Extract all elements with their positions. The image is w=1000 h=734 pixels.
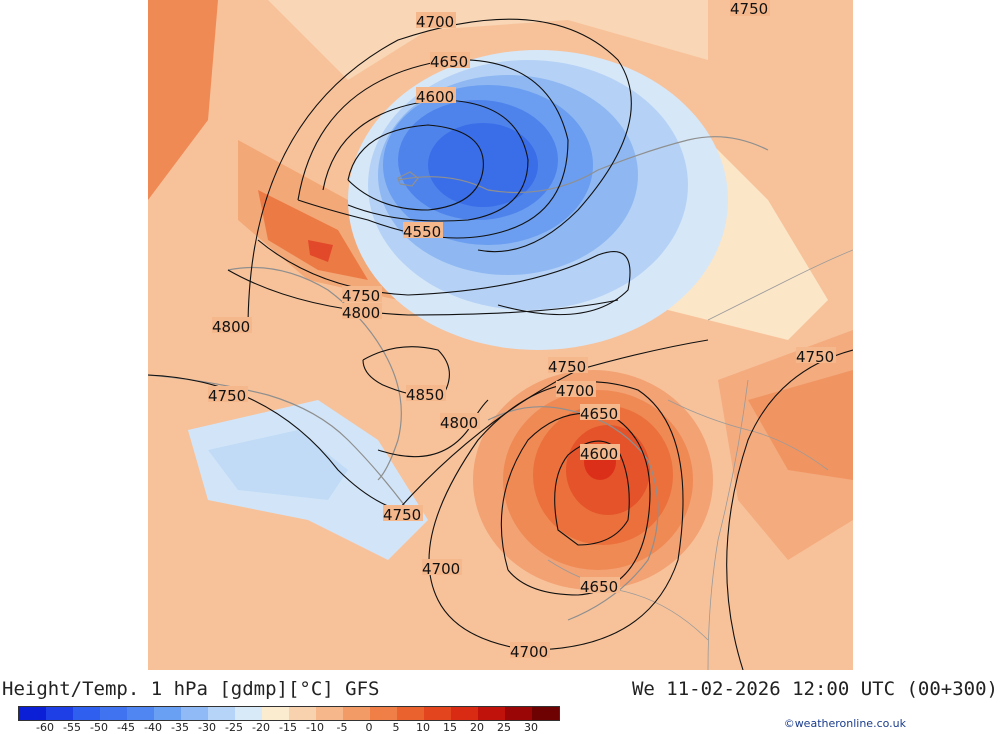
color-scale-cell xyxy=(208,707,235,720)
contour-4650-europe xyxy=(500,412,651,596)
color-scale-cell xyxy=(505,707,532,720)
coastline-europe xyxy=(487,406,659,621)
color-scale-bar xyxy=(18,706,560,721)
contour-label: 4650 xyxy=(580,405,618,423)
contour-label: 4750 xyxy=(342,287,380,305)
contour-label: 4650 xyxy=(430,53,468,71)
color-scale-cell xyxy=(424,707,451,720)
coastline-arctic xyxy=(397,136,769,194)
contour-label: 4600 xyxy=(416,88,454,106)
color-scale-cell xyxy=(316,707,343,720)
contour-4650 xyxy=(297,59,569,239)
color-scale-cell xyxy=(127,707,154,720)
contour-4750-west xyxy=(148,339,709,511)
border-line-1 xyxy=(707,249,853,321)
color-scale-tick: -45 xyxy=(117,721,135,734)
color-scale-cell xyxy=(235,707,262,720)
contour-label: 4750 xyxy=(796,348,834,366)
color-scale-tick: -40 xyxy=(144,721,162,734)
contour-label: 4700 xyxy=(422,560,460,578)
color-scale-tick: -20 xyxy=(252,721,270,734)
contour-label: 4800 xyxy=(342,304,380,322)
color-scale-cell xyxy=(478,707,505,720)
contour-label: 4750 xyxy=(383,506,421,524)
color-scale-tick: 20 xyxy=(470,721,484,734)
warm-region-northwest xyxy=(148,0,218,200)
island-outline xyxy=(397,171,419,187)
contour-labels: 4750 4700 4650 4600 4550 4750 4800 4800 … xyxy=(208,0,836,661)
color-scale-ticks: -60 -55 -50 -45 -40 -35 -30 -25 -20 -15 -10 -5 0 5 10 1… xyxy=(18,721,578,734)
border-line-4 xyxy=(707,379,749,670)
contour-label: 4850 xyxy=(406,386,444,404)
contour-4800-south xyxy=(377,399,489,458)
coastline-greenland-west xyxy=(227,266,402,481)
map-panel: 4750 4700 4650 4600 4550 4750 4800 4800 … xyxy=(148,0,853,670)
color-scale-cell xyxy=(343,707,370,720)
color-scale-tick: 25 xyxy=(497,721,511,734)
color-scale-cell xyxy=(154,707,181,720)
color-scale-cell xyxy=(397,707,424,720)
color-scale-tick: -35 xyxy=(171,721,189,734)
contour-label: 4800 xyxy=(440,414,478,432)
color-scale-cell xyxy=(262,707,289,720)
contour-4550 xyxy=(347,124,484,211)
color-scale-tick: -25 xyxy=(225,721,243,734)
contour-label: 4800 xyxy=(212,318,250,336)
color-scale-cell xyxy=(181,707,208,720)
color-scale-cell xyxy=(451,707,478,720)
contour-label: 4750 xyxy=(208,387,246,405)
color-scale-tick: -60 xyxy=(36,721,54,734)
contour-label: 4600 xyxy=(580,445,618,463)
contour-label: 4750 xyxy=(730,0,768,18)
color-scale-tick: -10 xyxy=(306,721,324,734)
color-scale-cell xyxy=(289,707,316,720)
contour-label: 4700 xyxy=(416,13,454,31)
contour-4600 xyxy=(322,99,529,222)
color-scale-tick: -50 xyxy=(90,721,108,734)
color-scale-tick: -5 xyxy=(336,721,348,734)
color-scale-tick: 15 xyxy=(443,721,457,734)
color-scale-cell xyxy=(370,707,397,720)
weather-map: 4750 4700 4650 4600 4550 4750 4800 4800 … xyxy=(148,0,853,670)
contour-4750-east xyxy=(726,349,853,670)
color-scale-tick: 10 xyxy=(416,721,430,734)
contour-label: 4650 xyxy=(580,578,618,596)
color-scale-cell xyxy=(532,707,559,720)
contour-label: 4550 xyxy=(403,223,441,241)
color-scale-tick: 0 xyxy=(365,721,373,734)
color-scale-cell xyxy=(46,707,73,720)
contour-label: 4750 xyxy=(548,358,586,376)
valid-time: We 11-02-2026 12:00 UTC (00+300) xyxy=(631,678,998,700)
color-scale-cell xyxy=(100,707,127,720)
border-line-2 xyxy=(667,399,829,471)
map-title: Height/Temp. 1 hPa [gdmp][°C] GFS xyxy=(2,678,380,700)
contour-4800-north xyxy=(227,269,619,316)
credit-link[interactable]: ©weatheronline.co.uk xyxy=(783,717,906,730)
color-scale-tick: -15 xyxy=(279,721,297,734)
color-scale-tick: -30 xyxy=(198,721,216,734)
color-scale-cell xyxy=(19,707,46,720)
color-scale-tick: -55 xyxy=(63,721,81,734)
color-scale-cell xyxy=(73,707,100,720)
color-scale-tick: 5 xyxy=(392,721,400,734)
contour-4700-north xyxy=(247,18,632,331)
contour-label: 4700 xyxy=(556,382,594,400)
color-scale-tick: 30 xyxy=(524,721,538,734)
contour-label: 4700 xyxy=(510,643,548,661)
